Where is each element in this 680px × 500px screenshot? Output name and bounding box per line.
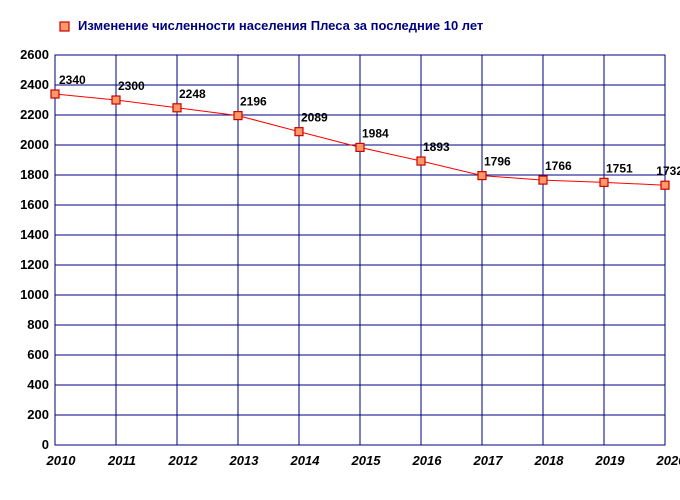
- data-point-marker: [417, 157, 425, 165]
- data-point-label: 1732: [656, 164, 680, 178]
- data-point-label: 1984: [362, 126, 389, 140]
- y-tick-label: 400: [27, 377, 49, 392]
- data-point-marker: [234, 112, 242, 120]
- y-tick-label: 1000: [20, 287, 49, 302]
- y-tick-label: 1800: [20, 167, 49, 182]
- x-tick-label: 2011: [107, 453, 136, 468]
- x-axis-labels: 2010 2011 2012 2013 2014 2015 2016 2017 2018 2019…: [46, 453, 680, 468]
- x-tick-label: 2018: [534, 453, 565, 468]
- data-point-label: 1796: [484, 155, 511, 169]
- data-point-marker: [600, 178, 608, 186]
- y-tick-label: 1600: [20, 197, 49, 212]
- x-tick-label: 2013: [229, 453, 260, 468]
- y-tick-label: 1400: [20, 227, 49, 242]
- data-point-marker: [295, 128, 303, 136]
- y-tick-label: 0: [42, 437, 49, 452]
- y-tick-label: 2200: [20, 107, 49, 122]
- y-tick-label: 200: [27, 407, 49, 422]
- x-tick-label: 2014: [290, 453, 321, 468]
- x-tick-label: 2016: [412, 453, 443, 468]
- legend: Изменение численности населения Плеса за…: [60, 18, 483, 33]
- population-line-chart: Изменение численности населения Плеса за…: [0, 0, 680, 500]
- x-tick-label: 2010: [46, 453, 77, 468]
- x-tick-label: 2019: [595, 453, 626, 468]
- x-tick-label: 2012: [168, 453, 199, 468]
- data-point-label: 1766: [545, 159, 572, 173]
- data-point-label: 2089: [301, 111, 328, 125]
- data-point-label: 2248: [179, 87, 206, 101]
- x-tick-label: 2020: [656, 453, 680, 468]
- y-tick-label: 1200: [20, 257, 49, 272]
- data-point-label: 2340: [59, 73, 86, 87]
- data-point-label: 2196: [240, 95, 267, 109]
- data-point-label: 2300: [118, 79, 145, 93]
- data-point-label: 1751: [606, 161, 633, 175]
- data-point-marker: [51, 90, 59, 98]
- data-point-marker: [478, 172, 486, 180]
- data-point-marker: [356, 143, 364, 151]
- y-tick-label: 800: [27, 317, 49, 332]
- y-axis-labels: 0 200 400 600 800 1000 1200 1400 1600 1800 2000 220…: [20, 47, 49, 452]
- y-tick-label: 2600: [20, 47, 49, 62]
- y-tick-label: 2000: [20, 137, 49, 152]
- legend-label: Изменение численности населения Плеса за…: [78, 18, 483, 33]
- data-point-label: 1893: [423, 140, 450, 154]
- y-tick-label: 600: [27, 347, 49, 362]
- legend-marker-icon: [60, 22, 69, 31]
- data-point-marker: [661, 181, 669, 189]
- data-point-marker: [112, 96, 120, 104]
- data-point-marker: [173, 104, 181, 112]
- y-tick-label: 2400: [20, 77, 49, 92]
- data-point-marker: [539, 176, 547, 184]
- x-tick-label: 2015: [351, 453, 382, 468]
- x-tick-label: 2017: [473, 453, 504, 468]
